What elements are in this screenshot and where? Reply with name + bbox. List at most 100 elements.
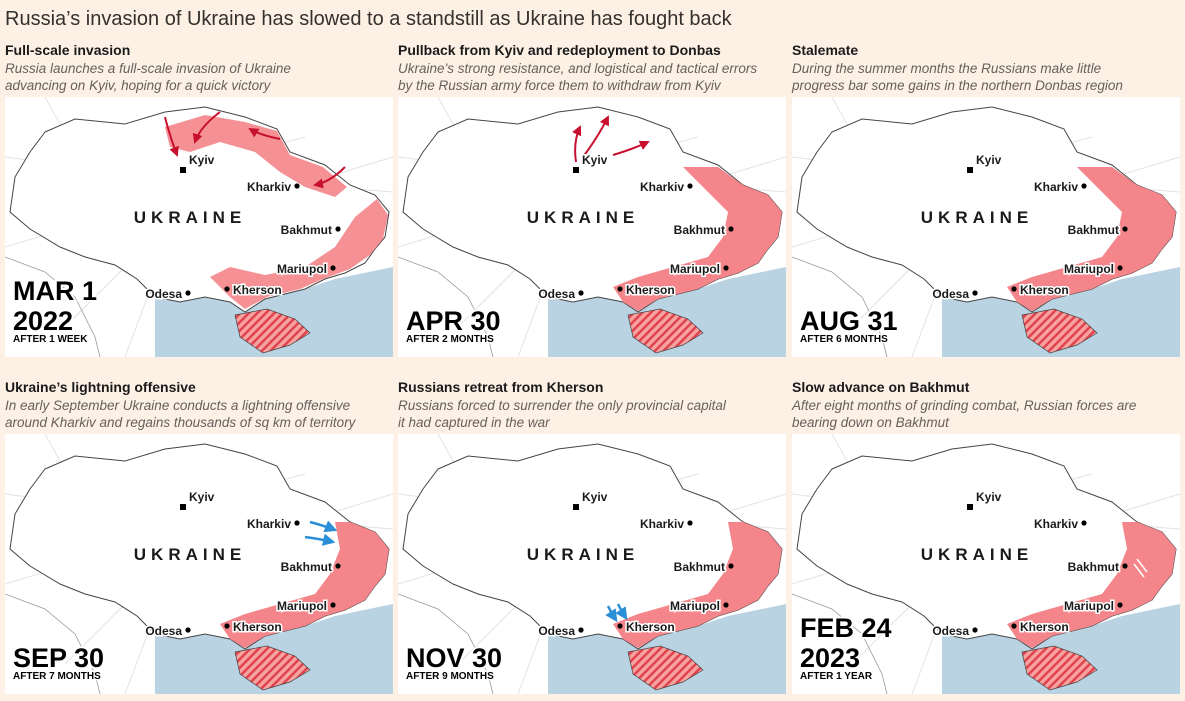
city-marker — [330, 265, 336, 271]
city-marker — [185, 290, 191, 296]
city-marker — [1117, 265, 1123, 271]
panel-description: Russia launches a full-scale invasion of… — [5, 61, 291, 76]
city-marker — [687, 520, 693, 526]
panel-description: After eight months of grinding combat, R… — [791, 398, 1136, 413]
city-label: Mariupol — [277, 262, 327, 276]
panel: Full-scale invasion Russia launches a ful… — [5, 42, 393, 357]
city-marker — [1117, 602, 1123, 608]
city-label: Kharkiv — [640, 180, 684, 194]
city-marker — [1122, 563, 1128, 569]
panel: Ukraine’s lightning offensive In early Se… — [5, 379, 393, 694]
city-marker — [728, 226, 734, 232]
panel-description: by the Russian army force them to withdr… — [398, 78, 722, 93]
city-marker — [294, 520, 300, 526]
country-label: UKRAINE — [527, 545, 639, 564]
city-marker — [335, 226, 341, 232]
city-marker — [1011, 286, 1017, 292]
city-label: Kherson — [1020, 283, 1069, 297]
country-label: UKRAINE — [921, 545, 1033, 564]
panel-description: During the summer months the Russians ma… — [792, 61, 1101, 76]
city-marker — [180, 504, 186, 510]
panel: Slow advance on Bakhmut After eight month… — [791, 379, 1180, 694]
city-marker — [1081, 520, 1087, 526]
city-marker — [617, 623, 623, 629]
panel-heading: Russians retreat from Kherson — [398, 379, 603, 395]
panel-description: progress bar some gains in the northern … — [791, 78, 1123, 93]
city-label: Odesa — [145, 287, 182, 301]
city-label: Mariupol — [670, 262, 720, 276]
city-marker — [972, 290, 978, 296]
city-marker — [578, 627, 584, 633]
city-label: Kyiv — [189, 490, 215, 504]
city-marker — [224, 623, 230, 629]
map: UKRAINE Kyiv Kharkiv Bakhmut Mariupol Kherson… — [398, 434, 786, 694]
panel-heading: Slow advance on Bakhmut — [792, 379, 970, 395]
city-label: Mariupol — [277, 599, 327, 613]
city-marker — [1122, 226, 1128, 232]
elapsed-label: AFTER 1 WEEK — [13, 334, 88, 345]
city-label: Kharkiv — [247, 180, 291, 194]
country-label: UKRAINE — [134, 208, 246, 227]
elapsed-label: AFTER 9 MONTHS — [406, 671, 494, 682]
map: UKRAINE Kyiv Kharkiv Bakhmut Mariupol Kherson… — [792, 97, 1180, 357]
panel-description: Ukraine’s strong resistance, and logisti… — [398, 61, 757, 76]
city-label: Odesa — [538, 287, 575, 301]
city-marker — [330, 602, 336, 608]
map: UKRAINE Kyiv Kharkiv Bakhmut Mariupol Kherson… — [398, 97, 786, 357]
elapsed-label: AFTER 6 MONTHS — [800, 334, 888, 345]
city-marker — [723, 265, 729, 271]
city-label: Kherson — [233, 620, 282, 634]
city-marker — [687, 183, 693, 189]
city-marker — [1081, 183, 1087, 189]
panel-heading: Pullback from Kyiv and redeployment to D… — [398, 42, 721, 58]
elapsed-label: AFTER 1 YEAR — [800, 671, 873, 682]
date-label: 2023 — [800, 643, 860, 673]
panel-description: In early September Ukraine conducts a li… — [5, 398, 350, 413]
city-marker — [294, 183, 300, 189]
panel-heading: Full-scale invasion — [5, 42, 130, 58]
elapsed-label: AFTER 7 MONTHS — [13, 671, 101, 682]
panel: Russians retreat from Kherson Russians fo… — [398, 379, 786, 694]
country-label: UKRAINE — [921, 208, 1033, 227]
city-label: Bakhmut — [1068, 223, 1119, 237]
date-label: NOV 30 — [406, 643, 502, 673]
city-marker — [972, 627, 978, 633]
city-label: Kyiv — [976, 153, 1002, 167]
city-label: Kyiv — [189, 153, 215, 167]
city-marker — [224, 286, 230, 292]
city-marker — [335, 563, 341, 569]
date-label: APR 30 — [406, 306, 501, 336]
map: UKRAINE Kyiv Kharkiv Bakhmut Mariupol Kherson… — [792, 434, 1180, 694]
elapsed-label: AFTER 2 MONTHS — [406, 334, 494, 345]
city-marker — [578, 290, 584, 296]
city-label: Kherson — [626, 620, 675, 634]
date-label: FEB 24 — [800, 613, 892, 643]
city-label: Odesa — [932, 624, 969, 638]
date-label: SEP 30 — [13, 643, 104, 673]
city-label: Odesa — [932, 287, 969, 301]
panel-description: bearing down on Bakhmut — [792, 415, 950, 430]
city-label: Bakhmut — [281, 560, 332, 574]
city-label: Kyiv — [582, 490, 608, 504]
map: UKRAINE Kyiv Kharkiv Bakhmut Mariupol Kherson… — [5, 434, 393, 694]
city-label: Bakhmut — [281, 223, 332, 237]
map: UKRAINE Kyiv Kharkiv Bakhmut Mariupol Kherson… — [5, 97, 393, 357]
city-marker — [185, 627, 191, 633]
city-marker — [967, 167, 973, 173]
page-title: Russia’s invasion of Ukraine has slowed … — [5, 8, 733, 30]
city-marker — [617, 286, 623, 292]
city-marker — [723, 602, 729, 608]
panel: Pullback from Kyiv and redeployment to D… — [398, 42, 786, 357]
date-label: 2022 — [13, 306, 73, 336]
city-label: Kharkiv — [1034, 180, 1078, 194]
city-marker — [573, 504, 579, 510]
city-label: Mariupol — [670, 599, 720, 613]
city-label: Odesa — [538, 624, 575, 638]
city-marker — [180, 167, 186, 173]
city-label: Odesa — [145, 624, 182, 638]
city-label: Mariupol — [1064, 599, 1114, 613]
city-marker — [1011, 623, 1017, 629]
city-label: Bakhmut — [1068, 560, 1119, 574]
city-label: Kharkiv — [247, 517, 291, 531]
